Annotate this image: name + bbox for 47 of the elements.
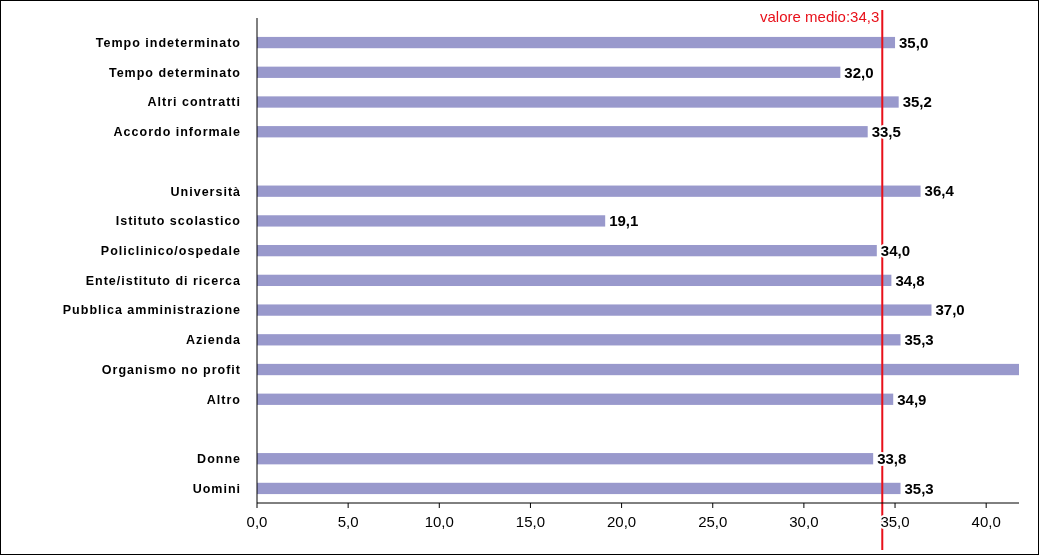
x-tick-label: 40,0: [971, 513, 1001, 530]
bar: [257, 393, 894, 405]
x-tick-label: 30,0: [789, 513, 819, 530]
bar: [257, 482, 901, 495]
y-tick-label: Università: [170, 184, 241, 199]
bar: [257, 36, 896, 49]
y-tick-label: Azienda: [186, 333, 242, 348]
bar: [257, 334, 901, 346]
y-tick-label: Tempo indeterminato: [95, 35, 241, 50]
x-tick-label: 5,0: [337, 513, 359, 530]
x-tick-label: 15,0: [515, 513, 546, 530]
bar: [257, 304, 932, 316]
x-tick-label: 20,0: [606, 513, 637, 530]
data-label: 19,1: [609, 212, 639, 230]
y-tick-label: Accordo informale: [113, 125, 241, 140]
y-tick-label: Altri contratti: [147, 95, 241, 110]
data-label: 35,0: [899, 33, 929, 51]
bar: [257, 363, 1019, 376]
data-label: 34,8: [895, 271, 925, 289]
y-tick-label: Uomini: [192, 481, 241, 496]
bar: [257, 66, 841, 78]
data-label: 37,0: [935, 301, 965, 319]
y-tick-label: Ente/istituto di ricerca: [85, 273, 242, 288]
x-tick-label: 10,0: [424, 513, 454, 530]
data-label: 35,2: [902, 93, 932, 111]
bar: [257, 244, 877, 257]
bar: [257, 453, 874, 465]
data-label: 35,3: [904, 479, 934, 497]
data-label: 32,0: [844, 63, 874, 81]
data-label: 36,4: [924, 182, 955, 200]
y-tick-label: Policlinico/ospedale: [100, 244, 241, 259]
ref-line-label: valore medio:34,3: [760, 8, 880, 25]
y-tick-label: Pubblica amministrazione: [62, 303, 241, 318]
bar: [257, 215, 606, 227]
y-tick-label: Donne: [197, 452, 241, 467]
y-tick-label: Istituto scolastico: [115, 214, 241, 229]
bar: [257, 126, 868, 138]
data-label: 35,3: [904, 331, 934, 349]
y-tick-label: Tempo determinato: [108, 65, 241, 80]
y-tick-label: Altro: [206, 392, 241, 407]
data-label: 34,9: [897, 390, 927, 408]
bar: [257, 96, 899, 108]
bar: [257, 274, 892, 287]
x-tick-label: 0,0: [246, 513, 268, 530]
x-tick-label: 25,0: [698, 513, 728, 530]
y-tick-label: Organismo no profit: [101, 362, 241, 377]
bar: [257, 185, 921, 197]
